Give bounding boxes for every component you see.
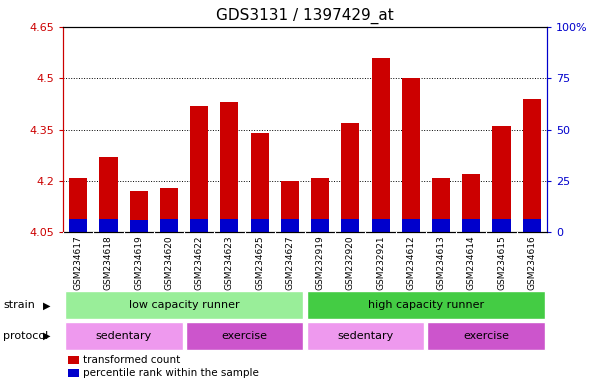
Bar: [492, 219, 511, 232]
Text: GSM234622: GSM234622: [195, 235, 204, 290]
Bar: [69, 219, 87, 232]
Bar: [99, 157, 118, 232]
Bar: [190, 219, 209, 232]
Bar: [130, 220, 148, 232]
Bar: [68, 369, 79, 377]
Bar: [307, 291, 545, 319]
Bar: [69, 177, 87, 232]
Bar: [65, 291, 304, 319]
Bar: [99, 219, 118, 232]
Bar: [462, 219, 480, 232]
Text: GSM234627: GSM234627: [285, 235, 294, 290]
Bar: [311, 177, 329, 232]
Bar: [65, 322, 183, 350]
Text: percentile rank within the sample: percentile rank within the sample: [84, 368, 259, 379]
Text: GSM232921: GSM232921: [376, 235, 385, 290]
Text: GSM234612: GSM234612: [406, 235, 415, 290]
Text: exercise: exercise: [222, 331, 267, 341]
Bar: [130, 191, 148, 232]
Text: GSM234616: GSM234616: [527, 235, 536, 290]
Bar: [401, 219, 420, 232]
Bar: [371, 219, 389, 232]
Text: GSM232919: GSM232919: [316, 235, 325, 290]
Bar: [311, 219, 329, 232]
Bar: [160, 219, 178, 232]
Bar: [462, 174, 480, 232]
Text: high capacity runner: high capacity runner: [368, 300, 484, 310]
Text: ▶: ▶: [43, 331, 50, 341]
Text: GSM234618: GSM234618: [104, 235, 113, 290]
Bar: [427, 322, 545, 350]
Text: GSM232920: GSM232920: [346, 235, 355, 290]
Bar: [68, 356, 79, 364]
Bar: [160, 188, 178, 232]
Text: exercise: exercise: [463, 331, 510, 341]
Text: sedentary: sedentary: [337, 331, 394, 341]
Text: strain: strain: [3, 300, 35, 310]
Bar: [492, 126, 511, 232]
Bar: [371, 58, 389, 232]
Bar: [432, 219, 450, 232]
Text: ▶: ▶: [43, 300, 50, 310]
Bar: [307, 322, 424, 350]
Bar: [281, 181, 299, 232]
Bar: [186, 322, 304, 350]
Text: GSM234625: GSM234625: [255, 235, 264, 290]
Title: GDS3131 / 1397429_at: GDS3131 / 1397429_at: [216, 8, 394, 24]
Bar: [341, 219, 359, 232]
Bar: [401, 78, 420, 232]
Text: GSM234620: GSM234620: [165, 235, 174, 290]
Bar: [523, 219, 541, 232]
Bar: [251, 133, 269, 232]
Text: protocol: protocol: [3, 331, 48, 341]
Bar: [432, 177, 450, 232]
Text: GSM234614: GSM234614: [467, 235, 476, 290]
Bar: [190, 106, 209, 232]
Bar: [281, 219, 299, 232]
Text: GSM234619: GSM234619: [134, 235, 143, 290]
Bar: [341, 123, 359, 232]
Bar: [251, 219, 269, 232]
Bar: [523, 99, 541, 232]
Bar: [221, 102, 239, 232]
Text: transformed count: transformed count: [84, 354, 181, 365]
Text: GSM234623: GSM234623: [225, 235, 234, 290]
Bar: [221, 219, 239, 232]
Text: low capacity runner: low capacity runner: [129, 300, 239, 310]
Text: GSM234617: GSM234617: [74, 235, 83, 290]
Text: GSM234615: GSM234615: [497, 235, 506, 290]
Text: GSM234613: GSM234613: [436, 235, 445, 290]
Text: sedentary: sedentary: [96, 331, 151, 341]
